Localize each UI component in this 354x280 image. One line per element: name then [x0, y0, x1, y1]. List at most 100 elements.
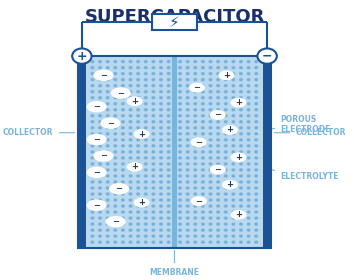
Circle shape [255, 85, 258, 87]
Circle shape [91, 175, 94, 177]
Circle shape [106, 211, 109, 213]
Circle shape [217, 139, 219, 141]
Circle shape [106, 139, 109, 141]
Circle shape [209, 85, 212, 87]
Circle shape [99, 241, 102, 243]
Circle shape [129, 163, 132, 165]
Circle shape [121, 73, 124, 75]
Circle shape [240, 145, 242, 147]
Circle shape [137, 181, 139, 183]
Circle shape [209, 217, 212, 219]
Circle shape [186, 85, 189, 87]
Circle shape [121, 205, 124, 207]
Circle shape [121, 60, 124, 63]
Circle shape [201, 169, 204, 171]
Circle shape [179, 103, 181, 105]
Circle shape [232, 127, 235, 129]
Circle shape [240, 139, 242, 141]
Circle shape [91, 139, 94, 141]
Circle shape [201, 157, 204, 159]
Circle shape [209, 193, 212, 195]
Circle shape [144, 79, 147, 81]
Circle shape [160, 187, 162, 189]
Circle shape [255, 145, 258, 147]
Circle shape [91, 103, 94, 105]
Circle shape [201, 73, 204, 75]
Circle shape [201, 85, 204, 87]
Circle shape [224, 133, 227, 135]
Circle shape [121, 133, 124, 135]
Circle shape [91, 187, 94, 189]
Text: −: − [214, 165, 221, 174]
Circle shape [232, 67, 235, 69]
Circle shape [232, 115, 235, 117]
Circle shape [224, 91, 227, 93]
Circle shape [240, 151, 242, 153]
Circle shape [194, 193, 197, 195]
Circle shape [186, 145, 189, 147]
Circle shape [179, 79, 181, 81]
Circle shape [129, 217, 132, 219]
Circle shape [91, 211, 94, 213]
Circle shape [255, 67, 258, 69]
Circle shape [144, 85, 147, 87]
Circle shape [121, 145, 124, 147]
Circle shape [99, 217, 102, 219]
Circle shape [167, 241, 170, 243]
Circle shape [99, 145, 102, 147]
Circle shape [186, 60, 189, 63]
Text: +: + [235, 98, 242, 107]
Circle shape [144, 67, 147, 69]
Circle shape [99, 115, 102, 117]
Circle shape [232, 73, 235, 75]
Circle shape [160, 223, 162, 225]
Circle shape [152, 193, 155, 195]
Circle shape [137, 73, 139, 75]
Circle shape [152, 79, 155, 81]
Circle shape [179, 151, 181, 153]
Circle shape [247, 211, 250, 213]
Circle shape [209, 115, 212, 117]
Circle shape [201, 199, 204, 201]
Ellipse shape [109, 183, 129, 195]
Circle shape [240, 187, 242, 189]
Text: COLLECTOR: COLLECTOR [274, 128, 346, 137]
Text: +: + [131, 162, 138, 171]
Circle shape [224, 163, 227, 165]
Circle shape [201, 79, 204, 81]
Text: −: − [93, 135, 100, 144]
Circle shape [255, 91, 258, 93]
Circle shape [232, 211, 235, 213]
Circle shape [160, 175, 162, 177]
Circle shape [137, 217, 139, 219]
Circle shape [240, 217, 242, 219]
Circle shape [232, 157, 235, 159]
Circle shape [201, 60, 204, 63]
Circle shape [247, 229, 250, 231]
Circle shape [114, 193, 117, 195]
Circle shape [91, 109, 94, 111]
Circle shape [209, 103, 212, 105]
Circle shape [232, 181, 235, 183]
Circle shape [179, 211, 181, 213]
Circle shape [129, 85, 132, 87]
Circle shape [209, 60, 212, 63]
Circle shape [217, 73, 219, 75]
Circle shape [121, 187, 124, 189]
Circle shape [144, 145, 147, 147]
Circle shape [144, 103, 147, 105]
Circle shape [209, 97, 212, 99]
Circle shape [179, 199, 181, 201]
Circle shape [201, 217, 204, 219]
Circle shape [217, 199, 219, 201]
Circle shape [217, 121, 219, 123]
Circle shape [129, 211, 132, 213]
Circle shape [137, 205, 139, 207]
Circle shape [186, 151, 189, 153]
Circle shape [194, 109, 197, 111]
Circle shape [217, 241, 219, 243]
Circle shape [179, 235, 181, 237]
Circle shape [121, 91, 124, 93]
Circle shape [201, 193, 204, 195]
Circle shape [209, 169, 212, 171]
